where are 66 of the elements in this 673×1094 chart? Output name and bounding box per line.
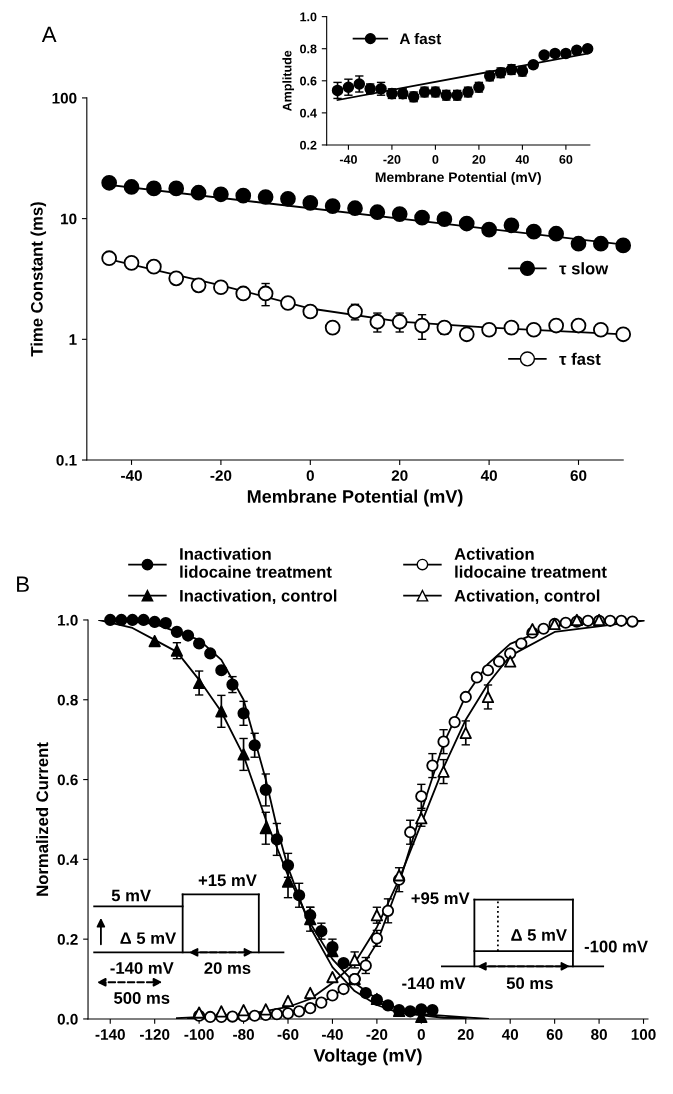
x-tick-label: 40 xyxy=(515,155,529,164)
annotation: 50 ms xyxy=(506,977,553,990)
y-axis-title: Time Constant (ms) xyxy=(30,202,47,357)
y-tick-label: 1.0 xyxy=(58,614,78,626)
annotation: 500 ms xyxy=(114,992,170,1004)
x-tick-label: 20 xyxy=(472,155,486,164)
x-tick-label: 0 xyxy=(432,155,439,164)
y-tick-label: 0.4 xyxy=(57,854,79,866)
legend-label: τ slow xyxy=(559,262,609,275)
legend-label: A fast xyxy=(399,32,442,45)
y-tick-label: 1 xyxy=(69,334,77,345)
x-tick-label: 0 xyxy=(306,470,314,481)
y-tick-label: 0.6 xyxy=(57,774,78,786)
x-axis-title: Membrane Potential (mV) xyxy=(375,171,541,185)
x-tick-label: -40 xyxy=(339,155,357,164)
annotation: Δ 5 mV xyxy=(511,929,567,941)
x-axis-title: Voltage (mV) xyxy=(313,1048,422,1066)
x-tick-label: -40 xyxy=(322,1029,343,1040)
y-tick-label: 0.1 xyxy=(56,454,77,466)
y-tick-label: 0.0 xyxy=(57,1013,78,1025)
x-tick-label: -100 xyxy=(184,1029,214,1040)
legend-label: Activation lidocaine treatment xyxy=(454,547,607,578)
x-tick-label: 20 xyxy=(391,470,408,481)
x-tick-label: 100 xyxy=(631,1029,656,1040)
x-tick-label: 80 xyxy=(591,1029,607,1040)
x-tick-label: -20 xyxy=(210,470,232,481)
legend-label: Inactivation, control xyxy=(180,589,337,605)
y-tick-label: 0.2 xyxy=(57,934,78,945)
annotation: +95 mV xyxy=(411,892,470,905)
y-tick-label: 0.8 xyxy=(57,694,78,706)
y-axis-title: Normalized Current xyxy=(35,742,49,896)
y-tick-label: 100 xyxy=(52,92,77,104)
x-tick-label: 40 xyxy=(501,1029,519,1040)
x-tick-label: -40 xyxy=(121,470,142,481)
x-axis-title: Membrane Potential (mV) xyxy=(247,489,463,507)
x-tick-label: -140 xyxy=(95,1029,125,1040)
annotation: 5 mV xyxy=(111,889,151,902)
annotation: -100 mV xyxy=(584,940,648,953)
y-tick-label: 0.8 xyxy=(300,44,317,54)
x-tick-label: 20 xyxy=(457,1029,474,1040)
x-tick-label: 40 xyxy=(480,470,497,481)
y-tick-label: 0.2 xyxy=(300,140,317,150)
x-tick-label: 0 xyxy=(417,1029,425,1040)
x-tick-label: -20 xyxy=(383,155,401,164)
legend-label: Activation, control xyxy=(454,589,600,605)
x-tick-label: -80 xyxy=(233,1029,254,1040)
annotation: +15 mV xyxy=(198,874,257,887)
x-tick-label: -20 xyxy=(366,1029,388,1040)
annotation: -140 mV xyxy=(402,977,466,990)
y-axis-title: Amplitude xyxy=(282,50,295,112)
x-tick-label: -120 xyxy=(140,1029,170,1040)
x-tick-label: -60 xyxy=(277,1029,299,1040)
y-tick-label: 0.4 xyxy=(300,108,317,118)
annotation: 20 ms xyxy=(204,962,251,974)
y-tick-label: 10 xyxy=(61,213,77,225)
y-tick-label: 0.6 xyxy=(300,76,317,86)
x-tick-label: 60 xyxy=(546,1029,563,1040)
legend-label: τ fast xyxy=(559,352,601,365)
y-tick-label: 1.0 xyxy=(300,12,317,22)
legend-label: Inactivation lidocaine treatment xyxy=(180,547,332,578)
chart-title: B xyxy=(17,576,29,592)
x-tick-label: 60 xyxy=(570,470,587,481)
annotation: Δ 5 mV xyxy=(120,932,177,945)
chart-title: A xyxy=(41,26,57,43)
x-tick-label: 60 xyxy=(559,155,573,164)
annotation: -140 mV xyxy=(110,962,174,974)
